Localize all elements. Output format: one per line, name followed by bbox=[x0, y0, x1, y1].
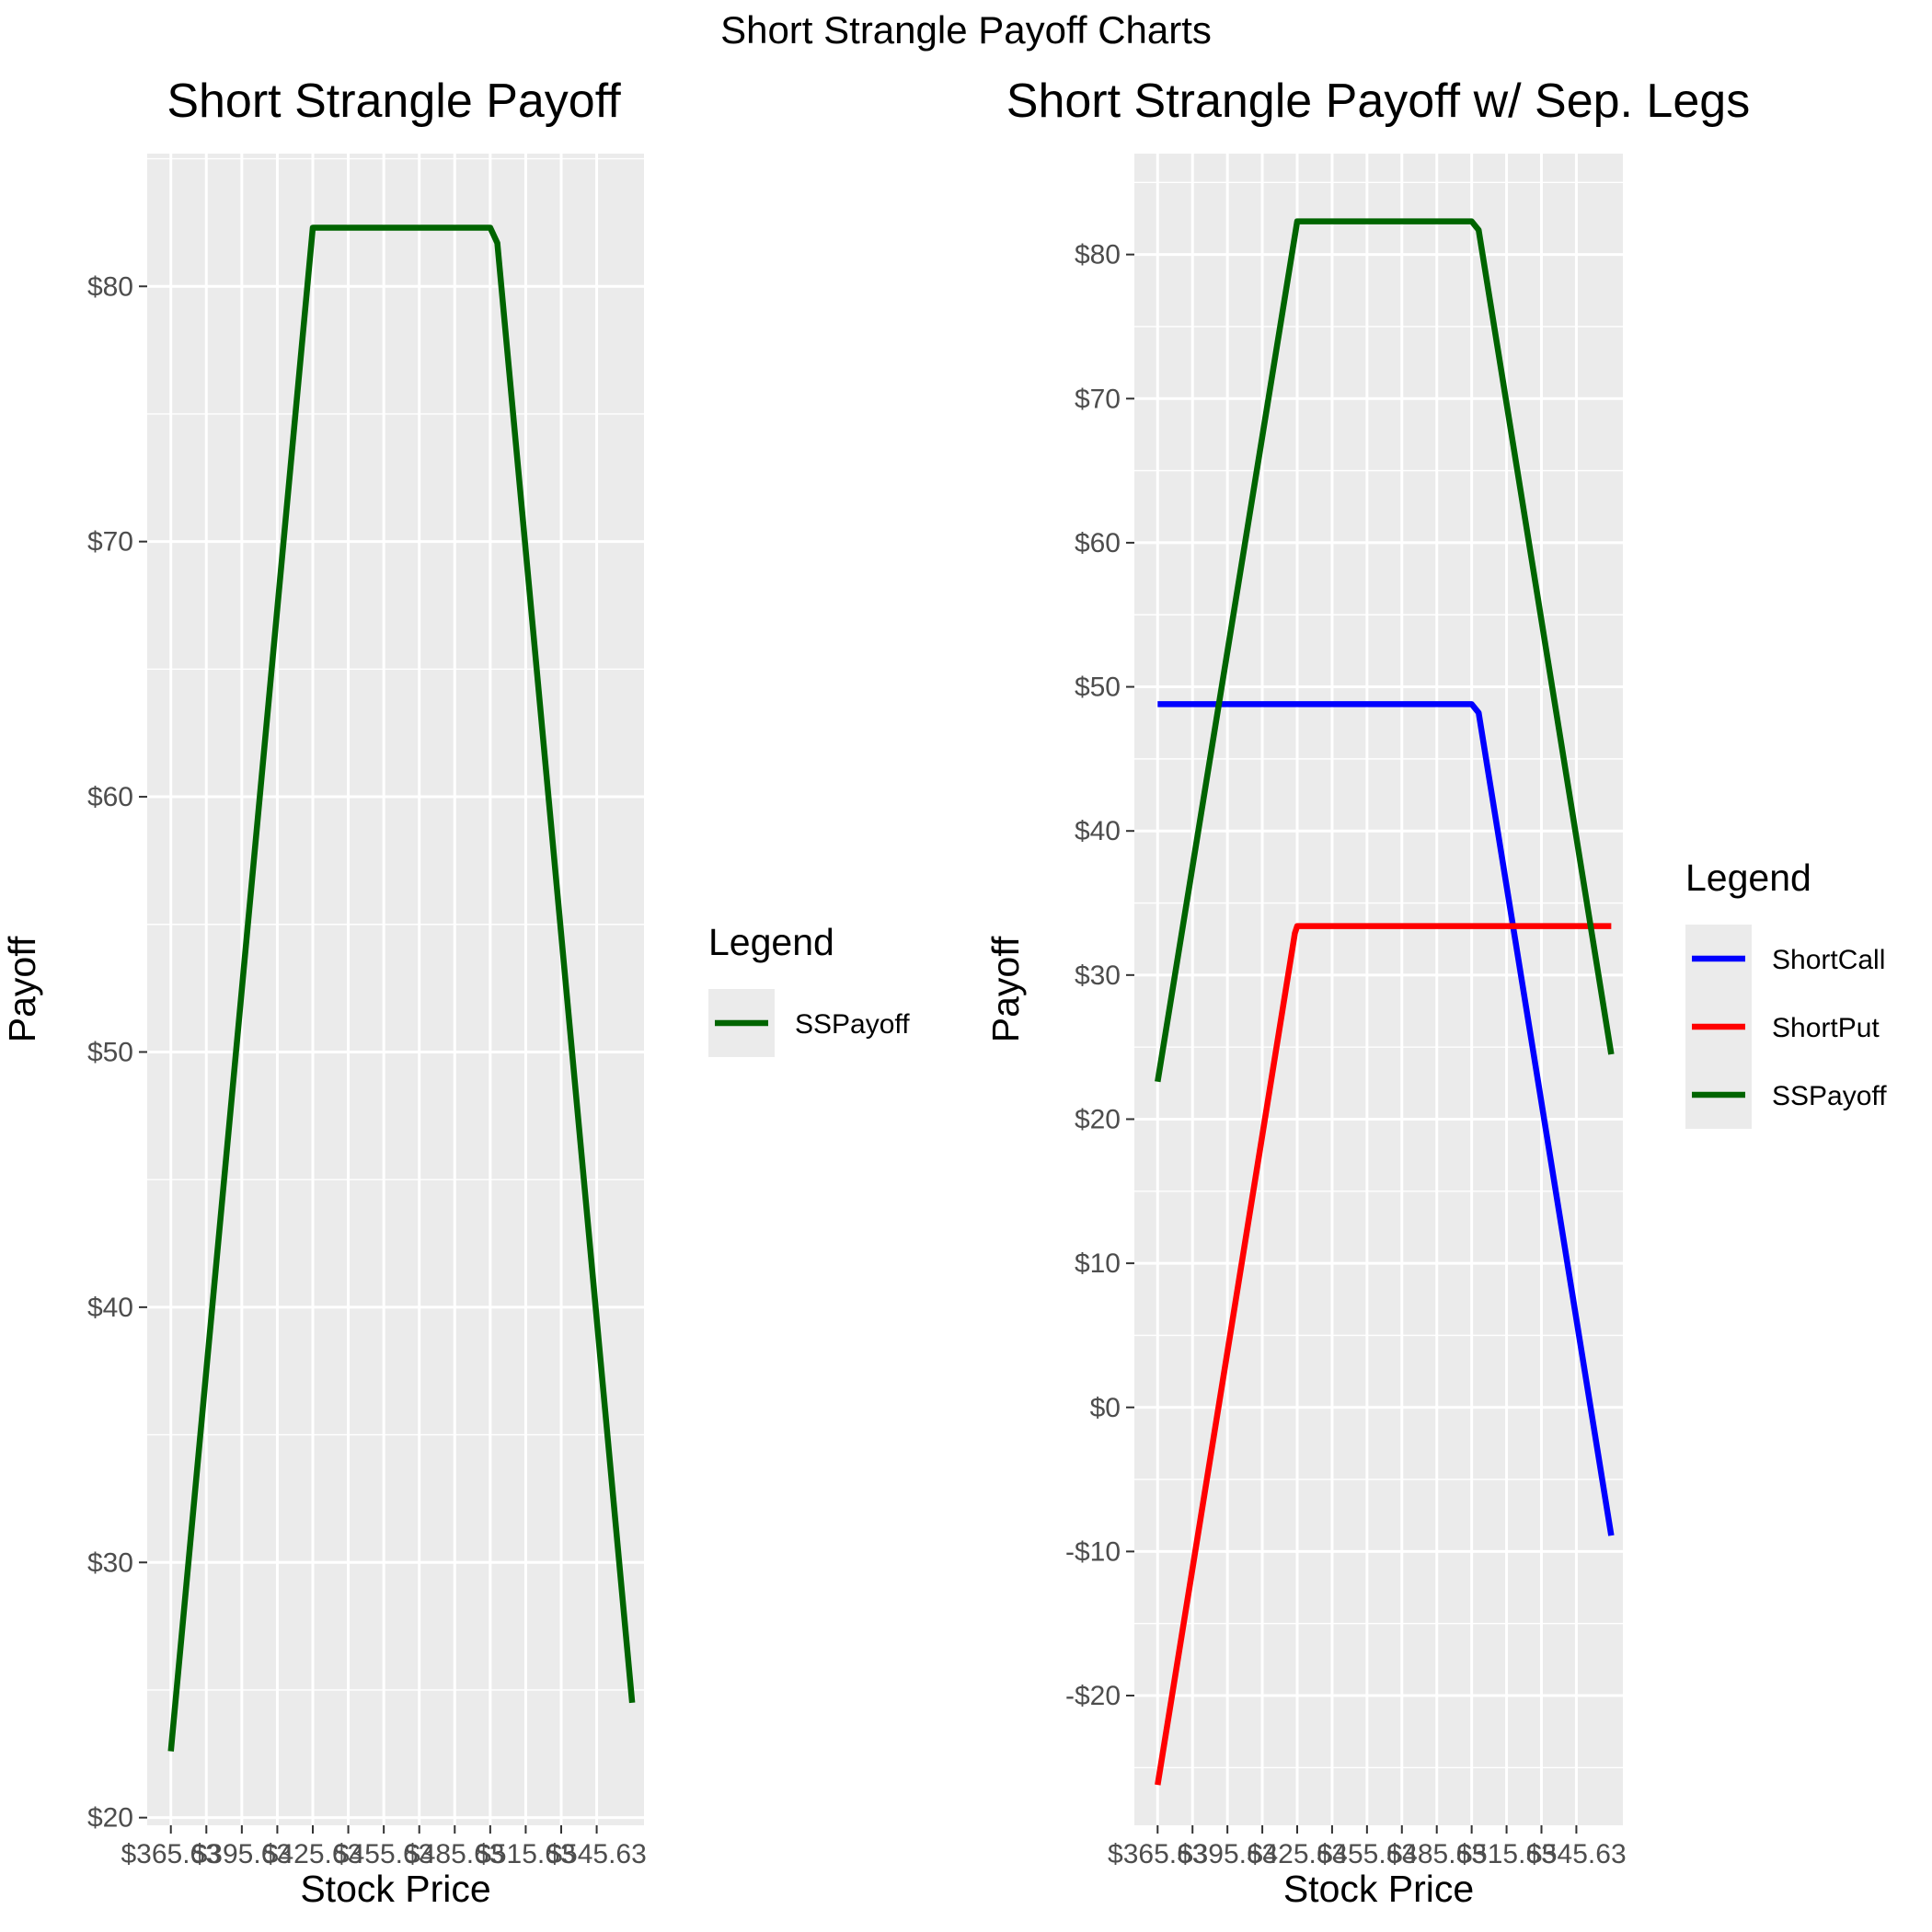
p1-x-tick-label: $365.63 bbox=[121, 1839, 220, 1869]
p2-y-tick-label: $70 bbox=[1075, 384, 1121, 414]
p1-x-tick-label: $515.63 bbox=[476, 1839, 575, 1869]
p2-y-tick-label: $10 bbox=[1075, 1248, 1121, 1279]
p1-plot-background bbox=[147, 154, 644, 1825]
p2-y-tick-label: $20 bbox=[1075, 1104, 1121, 1134]
p2-x-tick-label: $425.63 bbox=[1248, 1839, 1347, 1869]
p1-chart-title: Short Strangle Payoff bbox=[167, 75, 621, 128]
p1-y-tick-label: $60 bbox=[87, 782, 133, 812]
p2-x-tick-label: $485.63 bbox=[1386, 1839, 1486, 1869]
p1-y-axis-title: Payoff bbox=[1, 936, 43, 1042]
p2-x-tick-label: $545.63 bbox=[1526, 1839, 1626, 1869]
p1-y-tick-label: $30 bbox=[87, 1547, 133, 1578]
p2-y-tick-label: $30 bbox=[1075, 960, 1121, 991]
p1-x-axis-title: Stock Price bbox=[300, 1868, 490, 1910]
p2-legend-label-shortput: ShortPut bbox=[1772, 1013, 1880, 1043]
p2-x-tick-label: $395.63 bbox=[1178, 1839, 1277, 1869]
p1-y-tick-label: $80 bbox=[87, 271, 133, 302]
p2-series-line-shortcall bbox=[1157, 701, 1615, 1536]
panel-short-strangle-sep-legs: -$20 -$10 $0 $10 $20 $30 $40 $50 $60 $70 $80 $365.6… bbox=[984, 75, 1887, 1910]
p2-y-tick-label: -$20 bbox=[1065, 1681, 1121, 1711]
p2-y-tick-label: $50 bbox=[1075, 673, 1121, 703]
p1-y-tick-label: $20 bbox=[87, 1803, 133, 1834]
p2-y-tick-label: $80 bbox=[1075, 240, 1121, 270]
figure-title: Short Strangle Payoff Charts bbox=[720, 8, 1212, 52]
p1-x-tick-label: $395.63 bbox=[192, 1839, 292, 1869]
p2-y-tick-label: $40 bbox=[1075, 816, 1121, 846]
p1-y-tick-label: $70 bbox=[87, 527, 133, 558]
p2-legend-label-sspayoff: SSPayoff bbox=[1772, 1081, 1887, 1111]
p2-legend-title: Legend bbox=[1685, 857, 1811, 899]
p2-y-tick-label: $0 bbox=[1090, 1393, 1121, 1423]
p2-y-tick-label: $60 bbox=[1075, 528, 1121, 558]
p2-x-axis-title: Stock Price bbox=[1283, 1868, 1474, 1910]
p2-legend-label-shortcall: ShortCall bbox=[1772, 945, 1885, 975]
p2-x-tick-label: $365.63 bbox=[1108, 1839, 1207, 1869]
p1-x-tick-label: $485.63 bbox=[405, 1839, 504, 1869]
p2-series-line-shortput bbox=[1155, 923, 1612, 1786]
p2-y-axis-title: Payoff bbox=[984, 936, 1027, 1042]
p2-series-line-sspayoff bbox=[1155, 218, 1615, 1083]
p1-legend-title: Legend bbox=[708, 921, 834, 963]
p1-x-tick-label: $425.63 bbox=[263, 1839, 362, 1869]
p2-x-tick-label: $515.63 bbox=[1456, 1839, 1556, 1869]
panel-short-strangle-payoff: $20 $30 $40 $50 $60 $70 $80 $365.63$395.63$425.… bbox=[1, 75, 910, 1910]
p1-x-tick-label: $455.63 bbox=[334, 1839, 433, 1869]
p2-y-tick-label: -$10 bbox=[1065, 1536, 1121, 1567]
p1-legend-label-sspayoff: SSPayoff bbox=[795, 1009, 910, 1040]
p1-series-line-sspayoff bbox=[167, 224, 636, 1752]
p2-chart-title: Short Strangle Payoff w/ Sep. Legs bbox=[1006, 75, 1750, 128]
p2-x-tick-label: $455.63 bbox=[1317, 1839, 1417, 1869]
p1-y-tick-label: $50 bbox=[87, 1037, 133, 1067]
p1-x-tick-label: $545.63 bbox=[546, 1839, 646, 1869]
p2-plot-background bbox=[1134, 154, 1623, 1825]
p1-y-tick-label: $40 bbox=[87, 1293, 133, 1323]
p2-legend: Legend ShortCall ShortPut SSPayoff bbox=[1685, 857, 1887, 1129]
p1-legend: Legend SSPayoff bbox=[708, 921, 910, 1057]
